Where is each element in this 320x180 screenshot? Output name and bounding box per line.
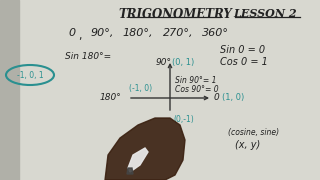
Text: 0: 0 bbox=[68, 28, 76, 38]
Text: (0, 1): (0, 1) bbox=[172, 58, 194, 67]
Text: 360°: 360° bbox=[202, 28, 228, 38]
Text: 0: 0 bbox=[214, 93, 220, 102]
Text: 180°: 180° bbox=[100, 93, 122, 102]
Text: (-1, 0): (-1, 0) bbox=[129, 84, 152, 93]
Text: Sin 180°=: Sin 180°= bbox=[65, 52, 111, 61]
Text: 90°: 90° bbox=[156, 58, 172, 67]
Polygon shape bbox=[128, 148, 148, 172]
Text: Sin 90°= 1: Sin 90°= 1 bbox=[175, 76, 217, 85]
Text: 90°,: 90°, bbox=[90, 28, 114, 38]
Text: Sin 0 = 0: Sin 0 = 0 bbox=[220, 45, 265, 55]
Text: Cos 90°= 0: Cos 90°= 0 bbox=[175, 85, 219, 94]
Text: TRIGONOMETRY: TRIGONOMETRY bbox=[118, 8, 232, 21]
Text: 180°,: 180°, bbox=[123, 28, 153, 38]
Text: ,: , bbox=[78, 31, 82, 41]
Text: (0,-1): (0,-1) bbox=[173, 115, 194, 124]
Polygon shape bbox=[127, 168, 133, 174]
Text: (1, 0): (1, 0) bbox=[222, 93, 244, 102]
Text: 270°,: 270°, bbox=[163, 28, 193, 38]
Text: Cos 0 = 1: Cos 0 = 1 bbox=[220, 57, 268, 67]
Polygon shape bbox=[105, 118, 185, 180]
Text: -1, 0, 1: -1, 0, 1 bbox=[17, 71, 43, 80]
Text: LESSON 2: LESSON 2 bbox=[233, 8, 297, 19]
Text: (x, y): (x, y) bbox=[235, 140, 260, 150]
Text: (cosine, sine): (cosine, sine) bbox=[228, 128, 279, 137]
